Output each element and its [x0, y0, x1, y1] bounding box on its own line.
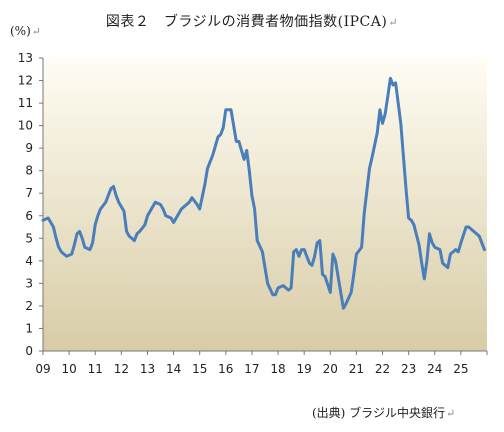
x-tick-label: 20: [323, 362, 338, 376]
return-mark-icon: ↵: [31, 25, 41, 38]
y-tick-label: 7: [25, 186, 33, 200]
x-tick-label: 10: [61, 362, 76, 376]
y-tick-label: 6: [25, 209, 33, 223]
x-tick-label: 16: [218, 362, 233, 376]
chart-title: 図表２ ブラジルの消費者物価指数(IPCA)↵: [105, 14, 399, 30]
x-tick-label: 12: [114, 362, 129, 376]
y-tick-label: 9: [25, 141, 33, 155]
return-mark-icon: ↵: [388, 16, 399, 29]
y-axis-unit-label: (%)↵: [10, 24, 41, 38]
x-tick-label: 13: [140, 362, 155, 376]
y-tick-label: 10: [18, 119, 33, 133]
y-tick-label: 13: [18, 51, 33, 65]
x-tick-label: 22: [375, 362, 390, 376]
y-tick-label: 2: [25, 299, 33, 313]
ipca-series-line: [41, 76, 486, 310]
x-tick-label: 09: [35, 362, 50, 376]
y-tick-label: 1: [25, 321, 33, 335]
x-tick-label: 11: [88, 362, 103, 376]
return-mark-icon: ↵: [445, 407, 456, 420]
y-tick-label: 8: [25, 164, 33, 178]
x-tick-label: 23: [401, 362, 416, 376]
x-tick-label: 14: [166, 362, 181, 376]
x-tick-label: 24: [427, 362, 442, 376]
source-note: (出典) ブラジル中央銀行↵: [312, 406, 456, 420]
plot-area: [43, 58, 487, 351]
x-tick-label: 21: [349, 362, 364, 376]
y-tick-label: 12: [18, 74, 33, 88]
x-tick-label: 18: [270, 362, 285, 376]
x-tick-label: 25: [453, 362, 468, 376]
x-tick-label: 15: [192, 362, 207, 376]
y-tick-label: 3: [25, 276, 33, 290]
x-tick-label: 17: [244, 362, 259, 376]
y-tick-label: 4: [25, 254, 33, 268]
y-tick-label: 5: [25, 231, 33, 245]
y-tick-label: 0: [25, 344, 33, 358]
y-tick-label: 11: [18, 96, 33, 110]
x-tick-label: 19: [297, 362, 312, 376]
